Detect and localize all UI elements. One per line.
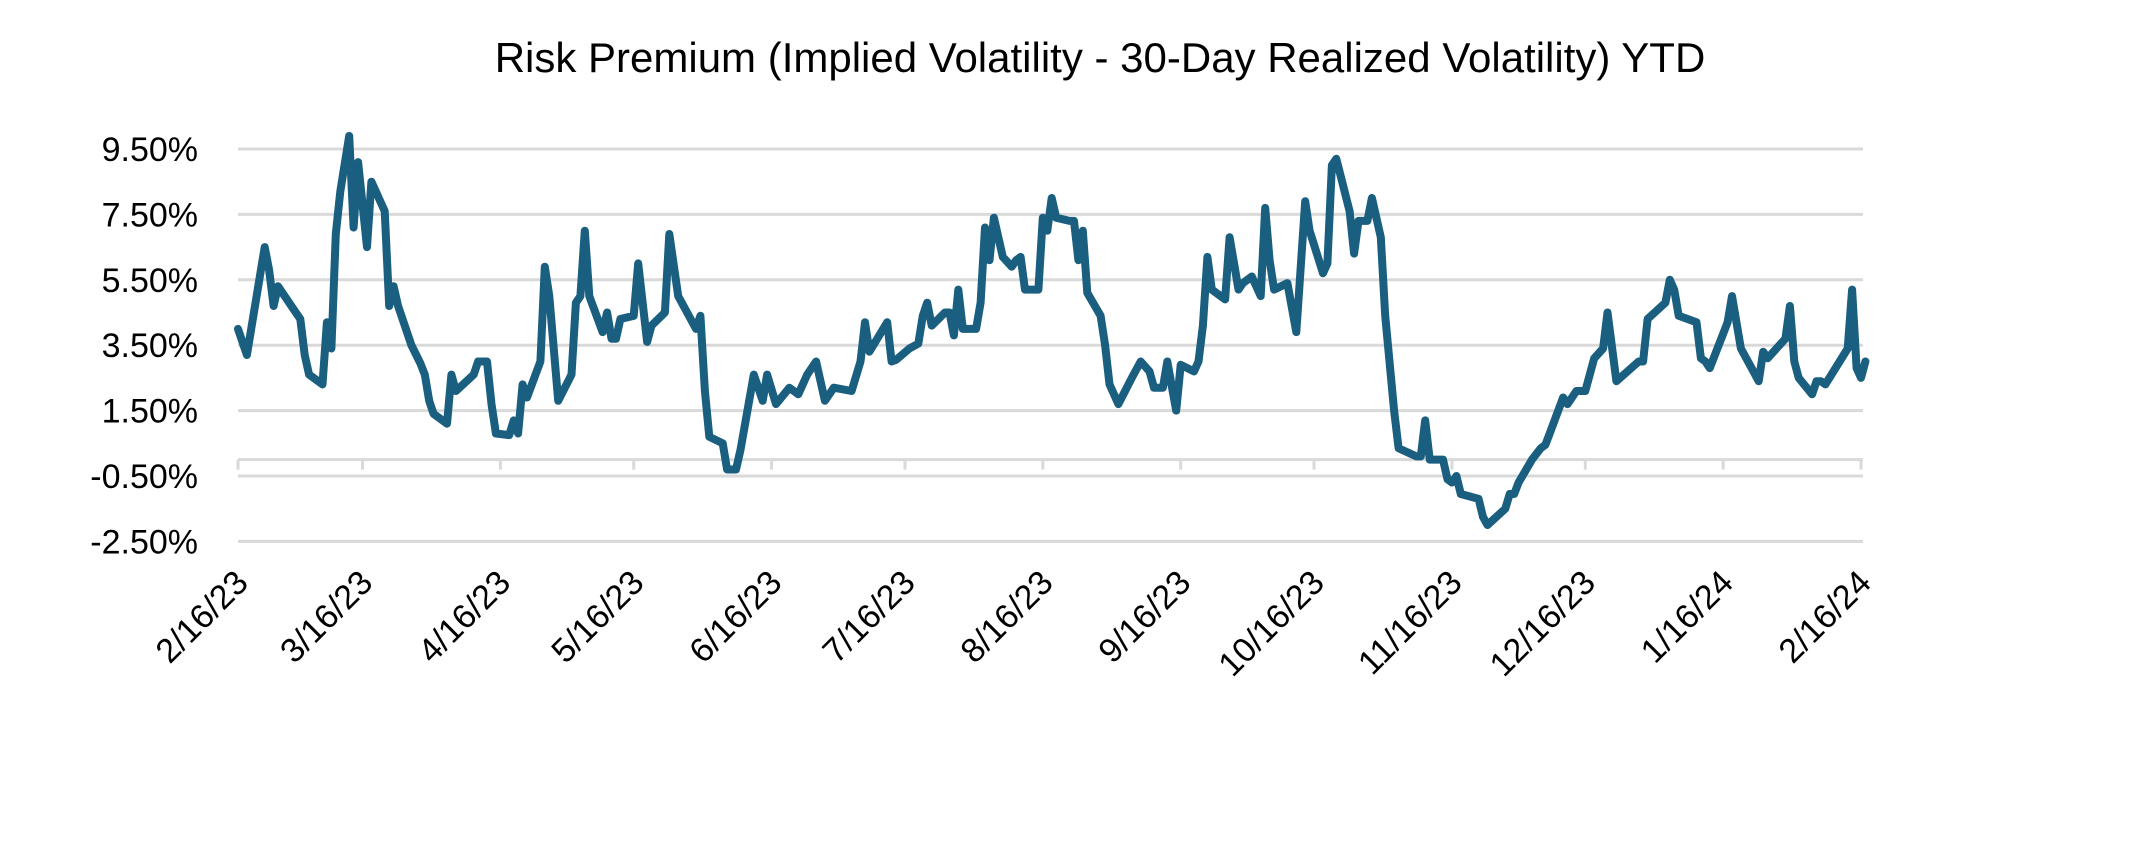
y-tick-label: 5.50% (102, 262, 198, 300)
series-layer (238, 136, 1866, 525)
x-tick-label: 5/16/23 (544, 563, 651, 670)
y-axis-tick-labels: 9.50% 7.50% 5.50% 3.50% 1.50% -0.50% -2.50% (90, 131, 198, 561)
y-tick-label: 7.50% (102, 196, 198, 234)
x-tick-label: 9/16/23 (1091, 563, 1198, 670)
x-tick-label: 1/16/24 (1634, 563, 1741, 670)
y-tick-label: -0.50% (90, 458, 198, 496)
x-tick-label: 12/16/23 (1483, 563, 1603, 683)
x-tick-label: 4/16/23 (411, 563, 518, 670)
x-tick-label: 2/16/23 (149, 563, 256, 670)
x-tick-label: 10/16/23 (1211, 563, 1331, 683)
y-tick-label: 3.50% (102, 327, 198, 365)
y-tick-label: 9.50% (102, 131, 198, 169)
x-tick-label: 3/16/23 (273, 563, 380, 670)
chart-title: Risk Premium (Implied Volatility - 30-Da… (495, 34, 1706, 81)
x-tick-label: 8/16/23 (953, 563, 1060, 670)
y-tick-label: 1.50% (102, 393, 198, 431)
y-tick-label: -2.50% (90, 523, 198, 561)
x-tick-label: 11/16/23 (1351, 563, 1470, 682)
x-tick-label: 6/16/23 (682, 563, 789, 670)
x-tick-label: 2/16/24 (1772, 563, 1879, 670)
x-tick-label: 7/16/23 (816, 563, 923, 670)
risk-premium-series-line (238, 136, 1865, 525)
